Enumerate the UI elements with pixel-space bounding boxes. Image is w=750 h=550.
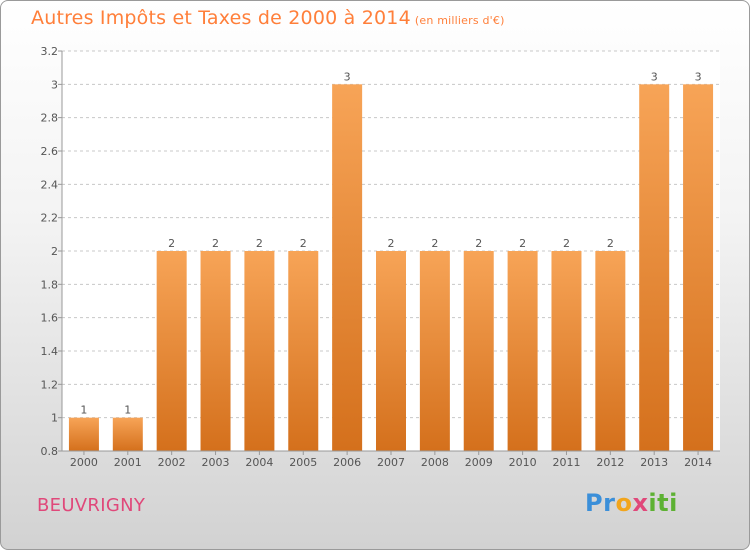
x-tick-label: 2009 [465,456,493,469]
data-label: 2 [256,237,263,250]
data-label: 2 [431,237,438,250]
commune-name: BEUVRIGNY [37,495,146,516]
bar [595,251,626,451]
bar [156,251,187,451]
y-tick-label: 3.2 [41,45,59,58]
data-label: 2 [607,237,614,250]
x-tick-label: 2002 [158,456,186,469]
data-label: 3 [344,70,351,83]
x-tick-label: 2006 [333,456,361,469]
data-label: 2 [563,237,570,250]
y-tick-label: 1.8 [41,278,59,291]
bar [639,84,670,451]
x-tick-label: 2011 [552,456,580,469]
logo-part-4: iti [648,489,678,517]
bar [112,417,143,451]
y-tick-label: 3 [51,78,58,91]
y-tick-label: 2.8 [41,112,59,125]
data-label: 3 [651,70,658,83]
y-tick-label: 1.2 [41,378,59,391]
title-unit: (en milliers d'€) [414,14,505,27]
y-tick-label: 1.4 [41,345,59,358]
bar [683,84,714,451]
x-tick-label: 2001 [114,456,142,469]
y-tick-label: 2.6 [41,145,59,158]
bar [68,417,99,451]
bar [332,84,363,451]
data-label: 2 [519,237,526,250]
data-label: 2 [168,237,175,250]
bar [551,251,582,451]
x-tick-label: 2003 [202,456,230,469]
y-tick-label: 1 [51,412,58,425]
x-tick-label: 2012 [596,456,624,469]
data-label: 2 [475,237,482,250]
x-tick-label: 2010 [509,456,537,469]
bar [507,251,538,451]
data-label: 2 [388,237,395,250]
proxiti-logo: Proxiti [585,489,678,517]
bar [376,251,406,451]
bar [419,251,450,451]
chart-title: Autres Impôts et Taxes de 2000 à 2014 (en… [31,7,505,29]
x-tick-label: 2014 [684,456,712,469]
data-label: 1 [80,404,87,417]
data-label: 2 [212,237,219,250]
x-tick-label: 2008 [421,456,449,469]
title-main: Autres Impôts et Taxes de 2000 à 2014 [31,7,411,29]
x-tick-label: 2004 [245,456,273,469]
bar [288,251,319,451]
x-tick-label: 2013 [640,456,668,469]
y-tick-label: 2.4 [41,178,59,191]
data-label: 2 [300,237,307,250]
logo-part-3: x [632,489,649,517]
bar [463,251,494,451]
logo-part-2: o [615,489,633,517]
x-tick-label: 2005 [289,456,317,469]
bar [244,251,275,451]
y-tick-label: 2 [51,245,58,258]
y-tick-label: 1.6 [41,312,59,325]
data-label: 3 [695,70,702,83]
bar [200,251,231,451]
x-tick-label: 2007 [377,456,405,469]
data-label: 1 [124,404,131,417]
logo-part-1: Pr [585,489,616,517]
y-tick-label: 2.2 [41,212,59,225]
y-tick-label: 0.8 [41,445,59,458]
x-tick-label: 2000 [70,456,98,469]
